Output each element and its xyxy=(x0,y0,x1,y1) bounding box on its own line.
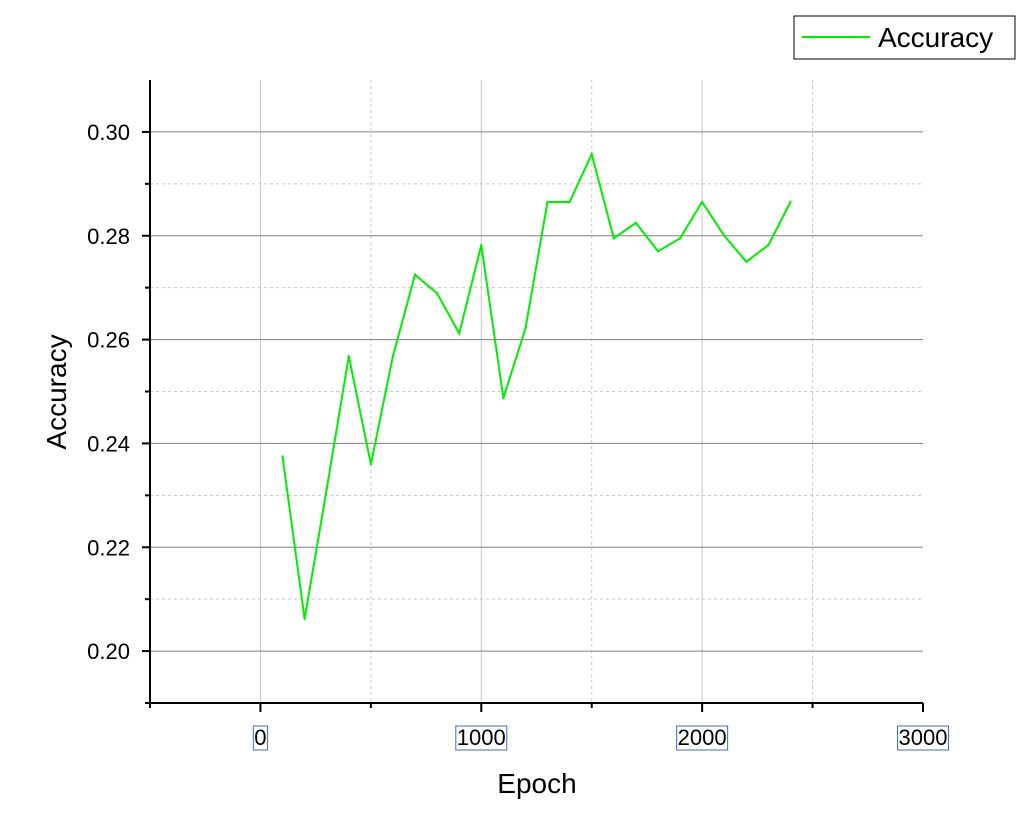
x-tick-label-frame xyxy=(252,725,269,751)
y-tick-label: 0.28 xyxy=(87,224,130,249)
x-tick-label: 3000 xyxy=(899,725,948,750)
data-point xyxy=(678,237,682,240)
major-gridlines xyxy=(150,80,923,703)
data-point xyxy=(634,221,638,224)
series-line-accuracy xyxy=(281,151,792,620)
legend-label-accuracy: Accuracy xyxy=(878,22,993,53)
data-point xyxy=(303,617,306,621)
data-point xyxy=(458,332,461,335)
data-point xyxy=(745,260,748,263)
data-point xyxy=(502,397,505,400)
y-tick-label: 0.24 xyxy=(87,431,130,456)
x-tick-label: 1000 xyxy=(457,725,506,750)
data-point xyxy=(767,243,770,247)
legend: Accuracy xyxy=(793,15,1016,60)
data-point xyxy=(612,237,615,240)
data-point xyxy=(524,326,527,330)
x-tick-label-frame xyxy=(455,725,508,751)
x-tick-label: 2000 xyxy=(678,725,727,750)
minor-gridlines xyxy=(150,80,923,703)
y-tick-label: 0.30 xyxy=(87,120,130,145)
data-point xyxy=(347,354,350,358)
x-tick-label: 0 xyxy=(254,725,266,750)
data-point xyxy=(391,354,395,358)
x-tick-label-frame xyxy=(897,725,949,751)
series-layer xyxy=(281,151,792,621)
data-point xyxy=(281,455,284,458)
data-point xyxy=(325,487,328,491)
x-tick-label-frame xyxy=(676,725,729,751)
data-point xyxy=(369,462,373,466)
x-axis-title: Epoch xyxy=(497,768,576,799)
data-point xyxy=(435,292,439,295)
data-point xyxy=(413,273,417,276)
data-point xyxy=(590,153,593,156)
tick-labels: 0 1000 2000 3000 0.20 0.22 0.24 0.26 0.28 0.30 xyxy=(87,120,949,751)
y-axis-title: Accuracy xyxy=(41,334,72,449)
data-point xyxy=(568,200,571,204)
data-point xyxy=(480,243,483,247)
data-point xyxy=(789,200,792,204)
y-tick-label: 0.26 xyxy=(87,328,130,353)
y-tick-label: 0.22 xyxy=(87,535,130,560)
data-point xyxy=(546,200,549,204)
y-tick-label: 0.20 xyxy=(87,639,130,664)
data-point xyxy=(723,234,726,237)
tick-marks xyxy=(142,130,924,712)
data-point xyxy=(700,200,704,204)
data-point xyxy=(656,250,660,253)
